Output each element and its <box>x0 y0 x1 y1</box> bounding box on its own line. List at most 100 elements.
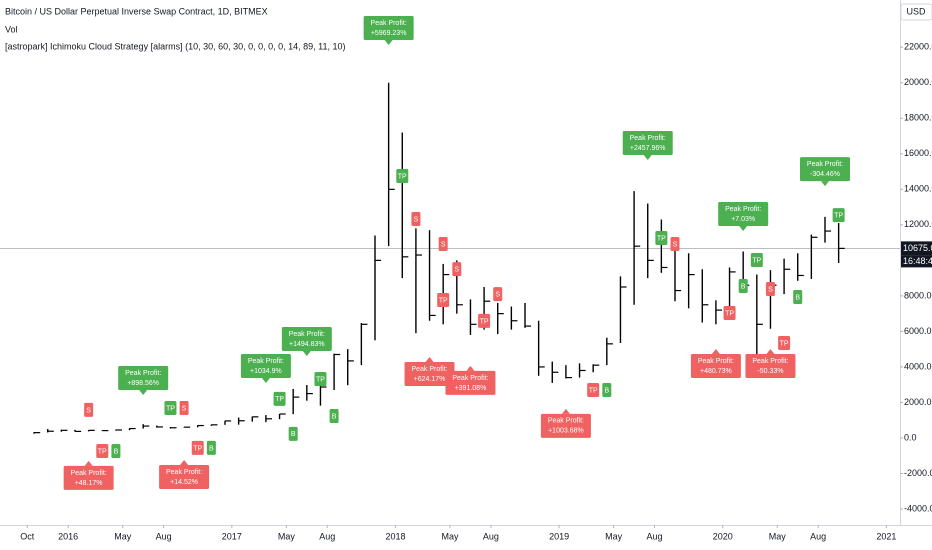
callout-text: +14.52% <box>170 479 198 486</box>
callout-text: +48.17% <box>75 480 103 487</box>
x-tick-label: Aug <box>483 531 499 541</box>
callout-pointer <box>643 154 652 160</box>
profit-callout <box>800 157 850 182</box>
signal-label: B <box>332 413 337 420</box>
x-tick-label: 2020 <box>713 531 733 541</box>
signal-tag <box>778 335 791 350</box>
y-tick-label: 12000.0 <box>904 219 932 229</box>
x-tick-label: 2019 <box>549 531 569 541</box>
plot-area: S TP B Peak Profit: +48.17% Peak Profit: +898.… <box>0 16 900 490</box>
x-tick-label: Aug <box>319 531 335 541</box>
callout-text: +1003.68% <box>548 428 584 435</box>
callout-pointer <box>821 181 829 187</box>
callout-text: +391.08% <box>455 385 487 392</box>
callout-pointer <box>261 378 270 384</box>
callout-text: Peak Profit: <box>630 135 666 142</box>
callout-text: -50.33% <box>757 368 783 375</box>
signal-label: S <box>182 405 187 412</box>
callout-pointer <box>302 351 311 357</box>
profit-callout <box>540 413 591 438</box>
signal-label: S <box>768 286 773 293</box>
signal-label: TP <box>193 445 202 452</box>
signal-tag <box>602 383 612 398</box>
callout-pointer <box>84 460 93 466</box>
callout-text: Peak Profit: <box>166 469 202 476</box>
y-tick-label: 14000.0 <box>904 184 932 194</box>
signal-label: B <box>114 448 119 455</box>
callout-text: Peak Profit: <box>248 358 284 365</box>
signal-tag <box>750 253 763 268</box>
y-tick-label: 20000.0 <box>904 77 932 87</box>
profit-callout <box>404 362 455 387</box>
signal-tag <box>329 408 339 423</box>
callout-pointer <box>466 365 475 371</box>
signal-label: TP <box>480 318 489 325</box>
callout-pointer <box>425 357 434 363</box>
x-tick-label: May <box>769 531 787 541</box>
signal-tag <box>587 383 600 398</box>
callout-text: Peak Profit: <box>452 375 488 382</box>
callout-text: Peak Profit: <box>125 370 161 377</box>
x-tick-label: May <box>605 531 623 541</box>
signal-label: TP <box>166 405 175 412</box>
signal-label: S <box>673 241 678 248</box>
callout-text: +480.73% <box>700 368 732 375</box>
y-tick-label: 4000.0 <box>904 361 932 371</box>
signal-tag <box>832 208 845 223</box>
x-tick-label: 2017 <box>222 531 242 541</box>
callout-text: Peak Profit: <box>371 20 407 27</box>
callout-text: +624.17% <box>414 376 446 383</box>
callout-text: Peak Profit: <box>698 358 734 365</box>
callout-text: Peak Profit: <box>411 366 447 373</box>
profit-callout <box>718 202 769 227</box>
last-price-label: 10675.0 <box>903 243 932 253</box>
countdown-badge <box>901 255 932 268</box>
callout-text: +1034.9% <box>250 368 282 375</box>
callout-text: Peak Profit: <box>752 358 788 365</box>
signal-label: B <box>741 283 746 290</box>
x-tick-label: Oct <box>20 531 35 541</box>
signal-tag <box>723 305 736 320</box>
signal-label: S <box>454 266 459 273</box>
indicator-legend: [astropark] Ichimoku Cloud Strategy [ala… <box>5 41 346 51</box>
currency-badge <box>900 3 932 21</box>
signal-tag <box>206 440 216 455</box>
x-tick-label: 2018 <box>385 531 405 541</box>
signal-tag <box>96 443 109 458</box>
callout-text: +5969.23% <box>371 30 407 37</box>
signal-tag <box>111 443 121 458</box>
signal-tag <box>84 402 94 417</box>
y-tick-label: 16000.0 <box>904 148 932 158</box>
signal-tag <box>314 372 327 387</box>
signal-tag <box>793 289 803 304</box>
profit-callout <box>690 354 741 379</box>
callout-pointer <box>180 460 189 466</box>
signal-tag <box>191 440 204 455</box>
profit-callout <box>281 327 332 352</box>
callout-text: +2457.96% <box>630 145 666 152</box>
signal-label: TP <box>316 376 325 383</box>
signal-label: TP <box>439 297 448 304</box>
signal-tag <box>411 211 421 226</box>
signal-label: B <box>291 431 296 438</box>
profit-callout <box>622 130 673 155</box>
signal-label: TP <box>398 173 407 180</box>
signal-label: S <box>495 291 500 298</box>
profit-callout <box>240 354 291 379</box>
x-tick-label: May <box>114 531 132 541</box>
signal-tag <box>738 278 748 293</box>
profit-callout <box>745 354 796 379</box>
callout-pointer <box>766 349 775 355</box>
x-tick-label: 2016 <box>58 531 78 541</box>
signal-label: TP <box>657 235 666 242</box>
callout-text: -304.46% <box>810 171 840 178</box>
profit-callout <box>63 465 114 490</box>
callout-text: Peak Profit: <box>725 206 761 213</box>
x-tick-label: 2021 <box>876 531 896 541</box>
profit-callout <box>445 370 496 395</box>
y-tick-label: 18000.0 <box>904 113 932 123</box>
x-tick-label: Aug <box>810 531 826 541</box>
callout-text: Peak Profit: <box>71 470 107 477</box>
